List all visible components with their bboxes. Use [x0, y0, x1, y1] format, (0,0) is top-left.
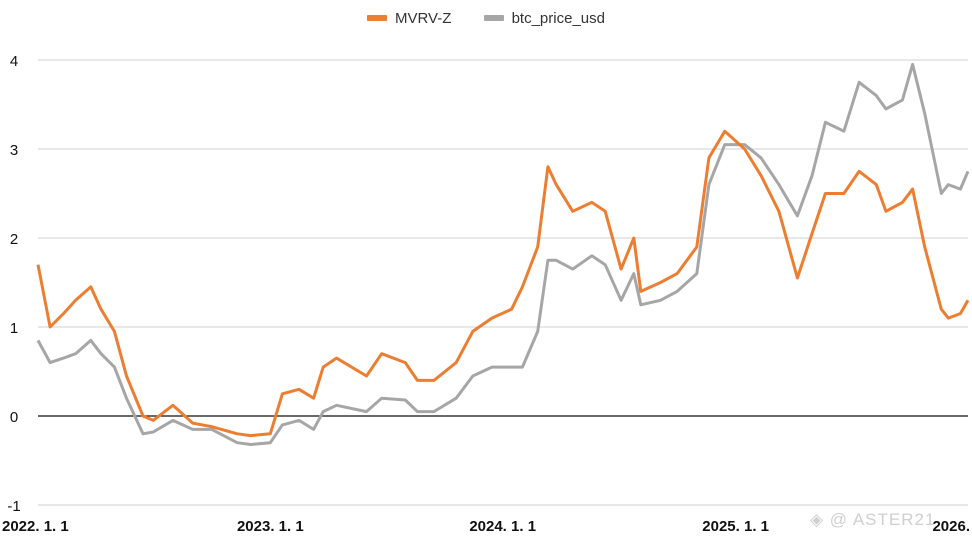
series-line-btc-price [36, 62, 970, 446]
y-tick-label: 4 [10, 53, 18, 70]
series-line-mvrv-z [36, 129, 970, 438]
legend-item-mvrv: MVRV-Z [367, 10, 451, 27]
x-axis-ticks: 2022. 1. 1 2023. 1. 1 2024. 1. 1 2025. 1. 1… [2, 518, 970, 535]
series-lines [36, 62, 970, 446]
x-tick-label: 2026. [932, 518, 970, 535]
y-tick-label: 0 [10, 409, 18, 426]
y-axis-ticks: -1 0 1 2 3 4 [7, 53, 20, 515]
y-tick-label: -1 [7, 498, 20, 515]
y-tick-label: 2 [10, 231, 18, 248]
legend: MVRV-Z btc_price_usd [0, 8, 972, 27]
legend-item-btc-price: btc_price_usd [483, 9, 605, 27]
x-tick-label: 2022. 1. 1 [2, 518, 69, 535]
legend-label-btc-price: btc_price_usd [511, 9, 605, 27]
y-tick-label: 3 [10, 142, 18, 159]
legend-swatch-btc-price [483, 15, 504, 21]
x-tick-label: 2025. 1. 1 [702, 518, 769, 535]
y-tick-label: 1 [10, 320, 18, 337]
grid-lines [38, 59, 968, 506]
watermark: ◈ @ ASTER21 [810, 510, 936, 529]
legend-swatch-mvrv [367, 15, 387, 21]
x-tick-label: 2023. 1. 1 [237, 518, 304, 535]
legend-label-mvrv: MVRV-Z [395, 9, 452, 27]
x-tick-label: 2024. 1. 1 [469, 518, 536, 535]
